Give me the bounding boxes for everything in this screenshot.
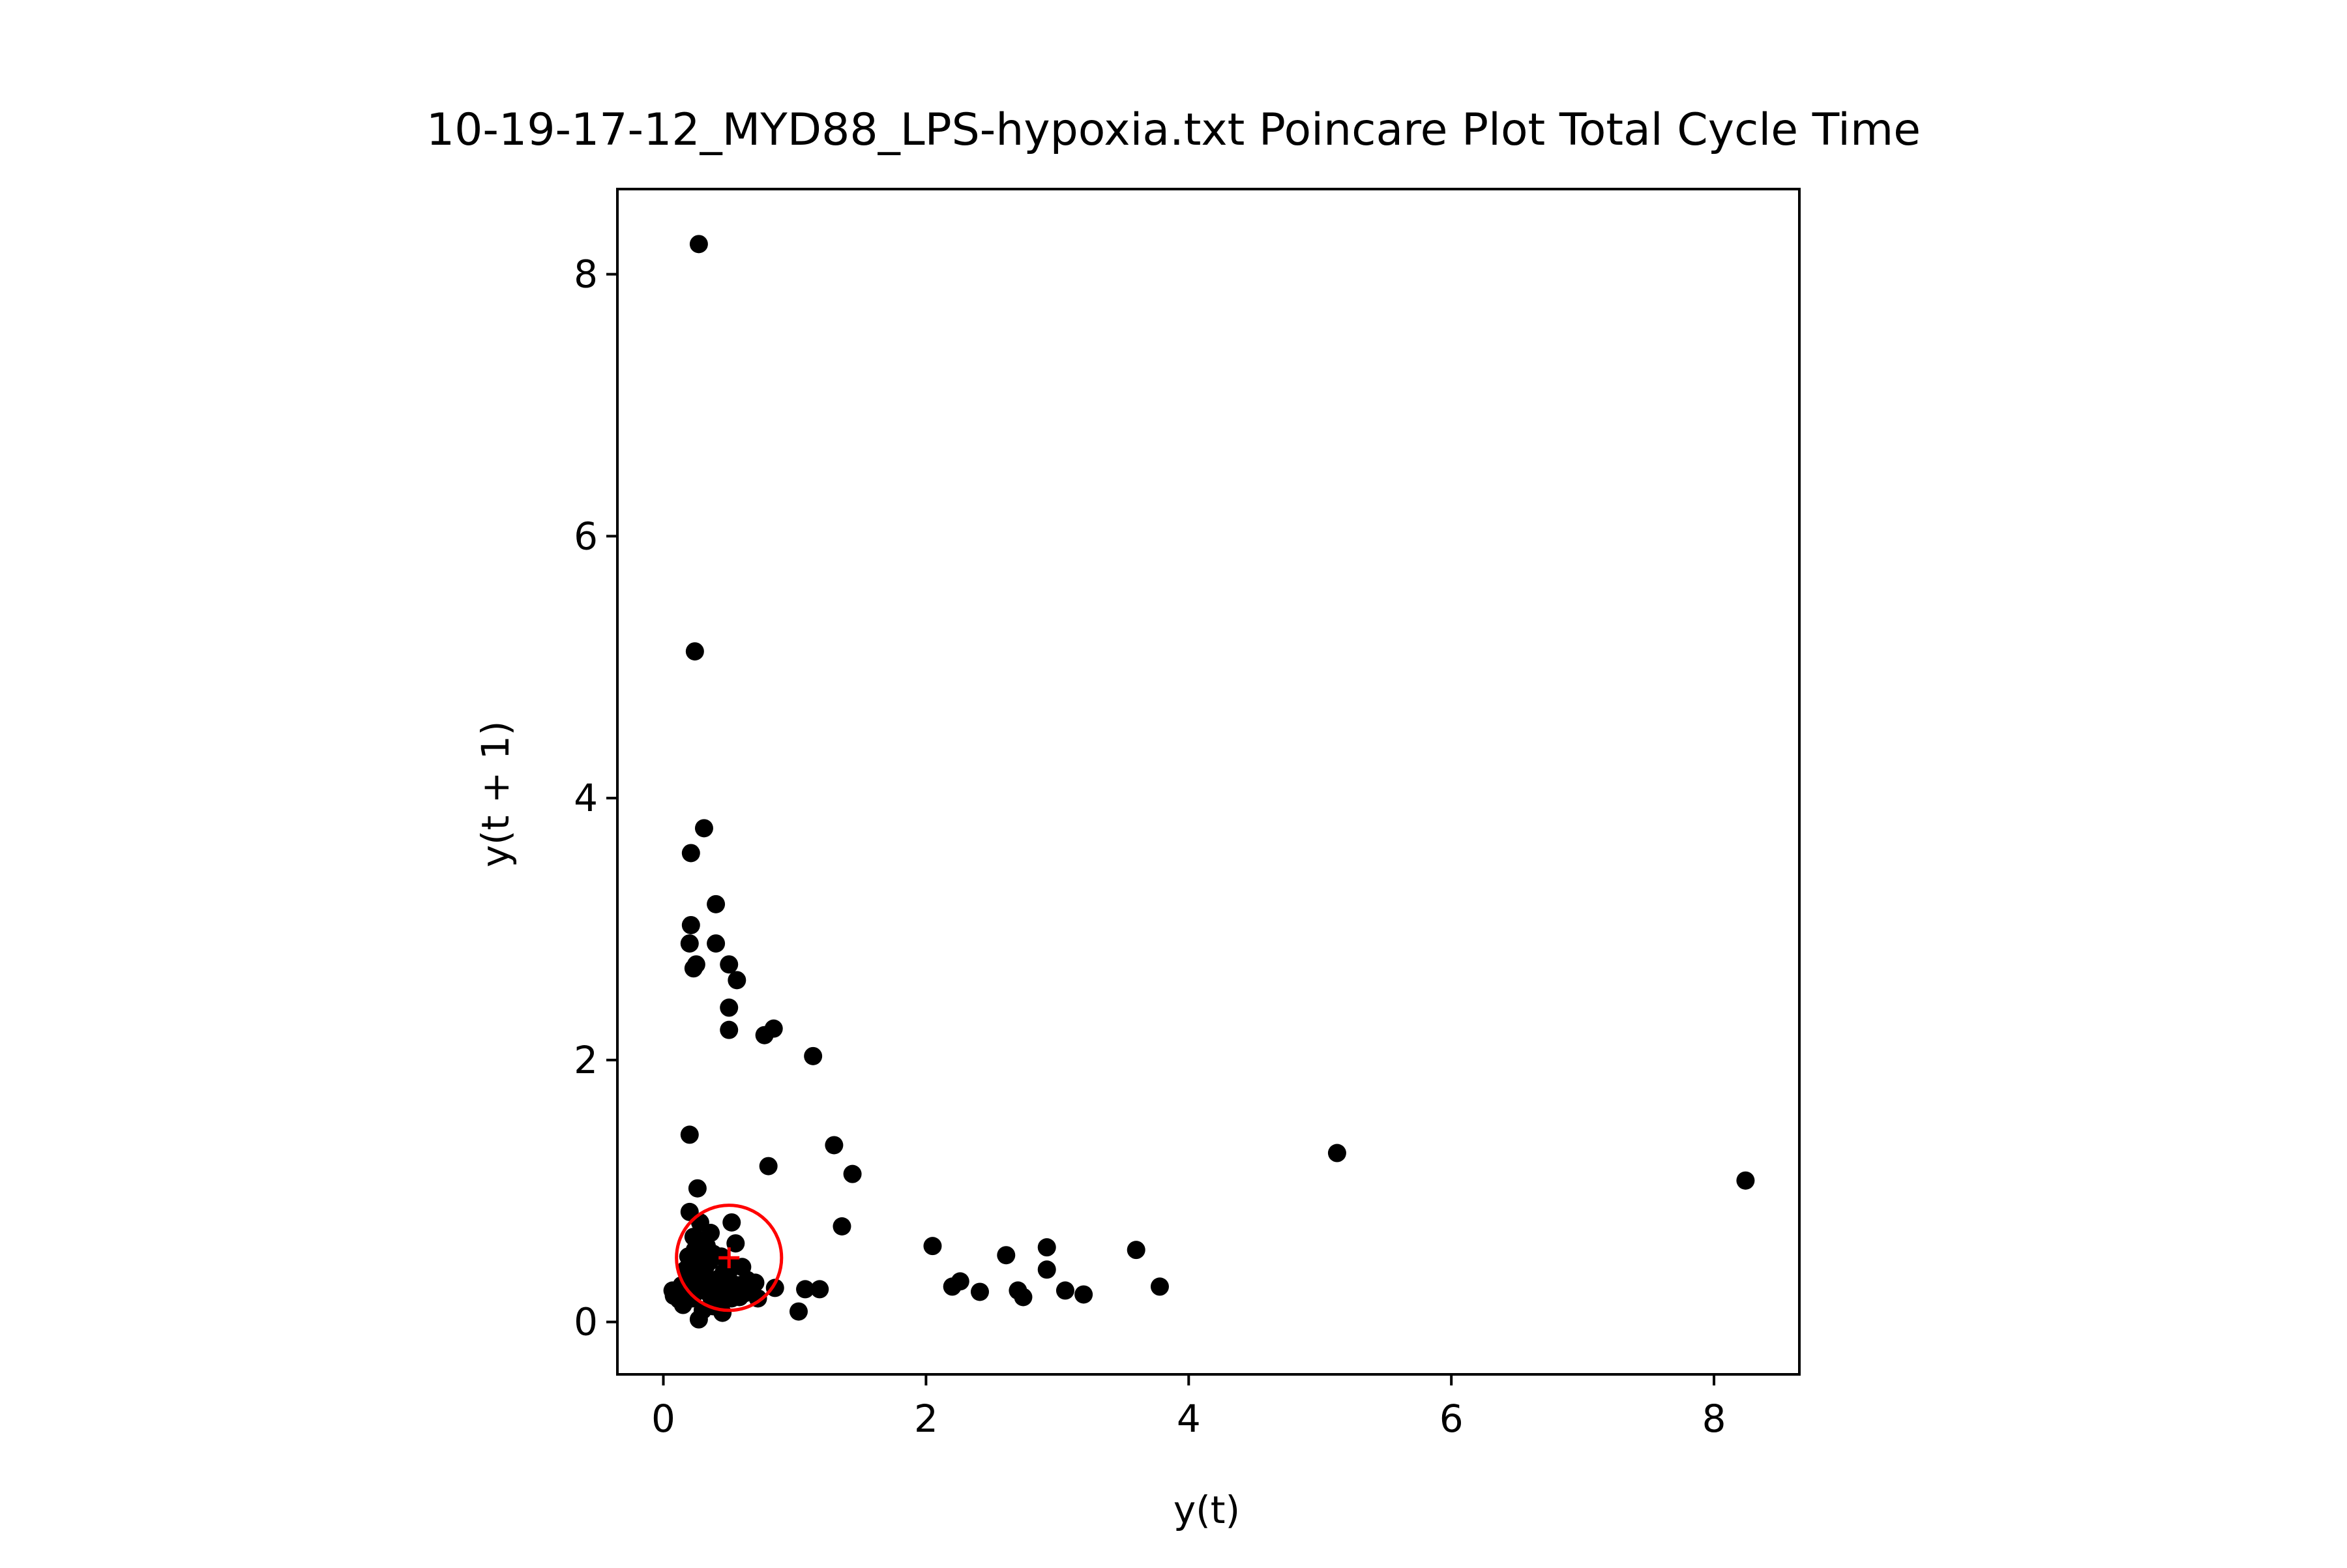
- y-axis-label: y(t + 1): [473, 721, 518, 868]
- data-point: [689, 235, 708, 254]
- data-point: [764, 1019, 783, 1038]
- centroid-plus-marker: [718, 1247, 740, 1269]
- data-point: [1327, 1144, 1346, 1162]
- y-tick-label: 4: [574, 776, 598, 820]
- data-point: [970, 1282, 989, 1301]
- data-point: [1037, 1238, 1056, 1257]
- data-point: [796, 1280, 815, 1299]
- data-point: [704, 1245, 723, 1264]
- data-point: [728, 971, 746, 990]
- plot-frame: [616, 188, 1801, 1376]
- data-point: [1037, 1260, 1056, 1279]
- x-axis-label: y(t): [1174, 1488, 1240, 1532]
- data-point: [685, 642, 704, 661]
- y-tick-label: 2: [574, 1038, 598, 1082]
- data-point: [681, 915, 700, 934]
- data-point: [684, 959, 703, 978]
- data-point: [680, 1125, 699, 1144]
- centroid-layer: [675, 1204, 784, 1312]
- x-tick-label: 2: [914, 1397, 938, 1441]
- data-point: [694, 819, 713, 838]
- data-point: [810, 1280, 829, 1299]
- data-point: [1150, 1277, 1169, 1296]
- data-point: [759, 1157, 778, 1176]
- data-point: [1074, 1285, 1093, 1304]
- chart-title: 10-19-17-12_MYD88_LPS-hypoxia.txt Poinca…: [426, 104, 1921, 156]
- data-point: [1127, 1241, 1145, 1260]
- data-point: [746, 1273, 765, 1292]
- data-point: [720, 1020, 739, 1039]
- data-point: [1736, 1171, 1755, 1190]
- data-point: [688, 1179, 707, 1198]
- data-point: [689, 1255, 708, 1274]
- data-point: [1014, 1288, 1033, 1307]
- y-tick-label: 8: [574, 252, 598, 297]
- data-point: [923, 1237, 942, 1256]
- data-point: [726, 1234, 745, 1253]
- data-point: [720, 998, 739, 1017]
- data-point: [722, 1213, 741, 1232]
- centroid-circle: [675, 1204, 784, 1312]
- tick-layer: 0 2 4 6 8 0 2 4 6 8: [574, 252, 1726, 1441]
- data-point: [997, 1246, 1016, 1265]
- data-point: [707, 934, 726, 953]
- x-tick-label: 0: [651, 1397, 675, 1441]
- x-tick-label: 6: [1439, 1397, 1464, 1441]
- data-point: [680, 934, 699, 953]
- y-tick-label: 0: [574, 1300, 598, 1344]
- data-point: [724, 1258, 743, 1277]
- data-point: [720, 955, 739, 974]
- data-point: [1055, 1281, 1074, 1300]
- y-tick-label: 6: [574, 514, 598, 558]
- data-point: [730, 1288, 749, 1307]
- data-point: [804, 1046, 823, 1065]
- data-point: [789, 1302, 808, 1321]
- data-point: [843, 1164, 862, 1183]
- x-tick-label: 8: [1702, 1397, 1726, 1441]
- data-point: [825, 1136, 844, 1155]
- data-point: [951, 1272, 969, 1291]
- data-point: [681, 844, 700, 863]
- x-tick-label: 4: [1177, 1397, 1201, 1441]
- data-point: [684, 1228, 703, 1247]
- data-point: [833, 1217, 851, 1236]
- data-point: [707, 895, 726, 913]
- data-point: [701, 1224, 720, 1243]
